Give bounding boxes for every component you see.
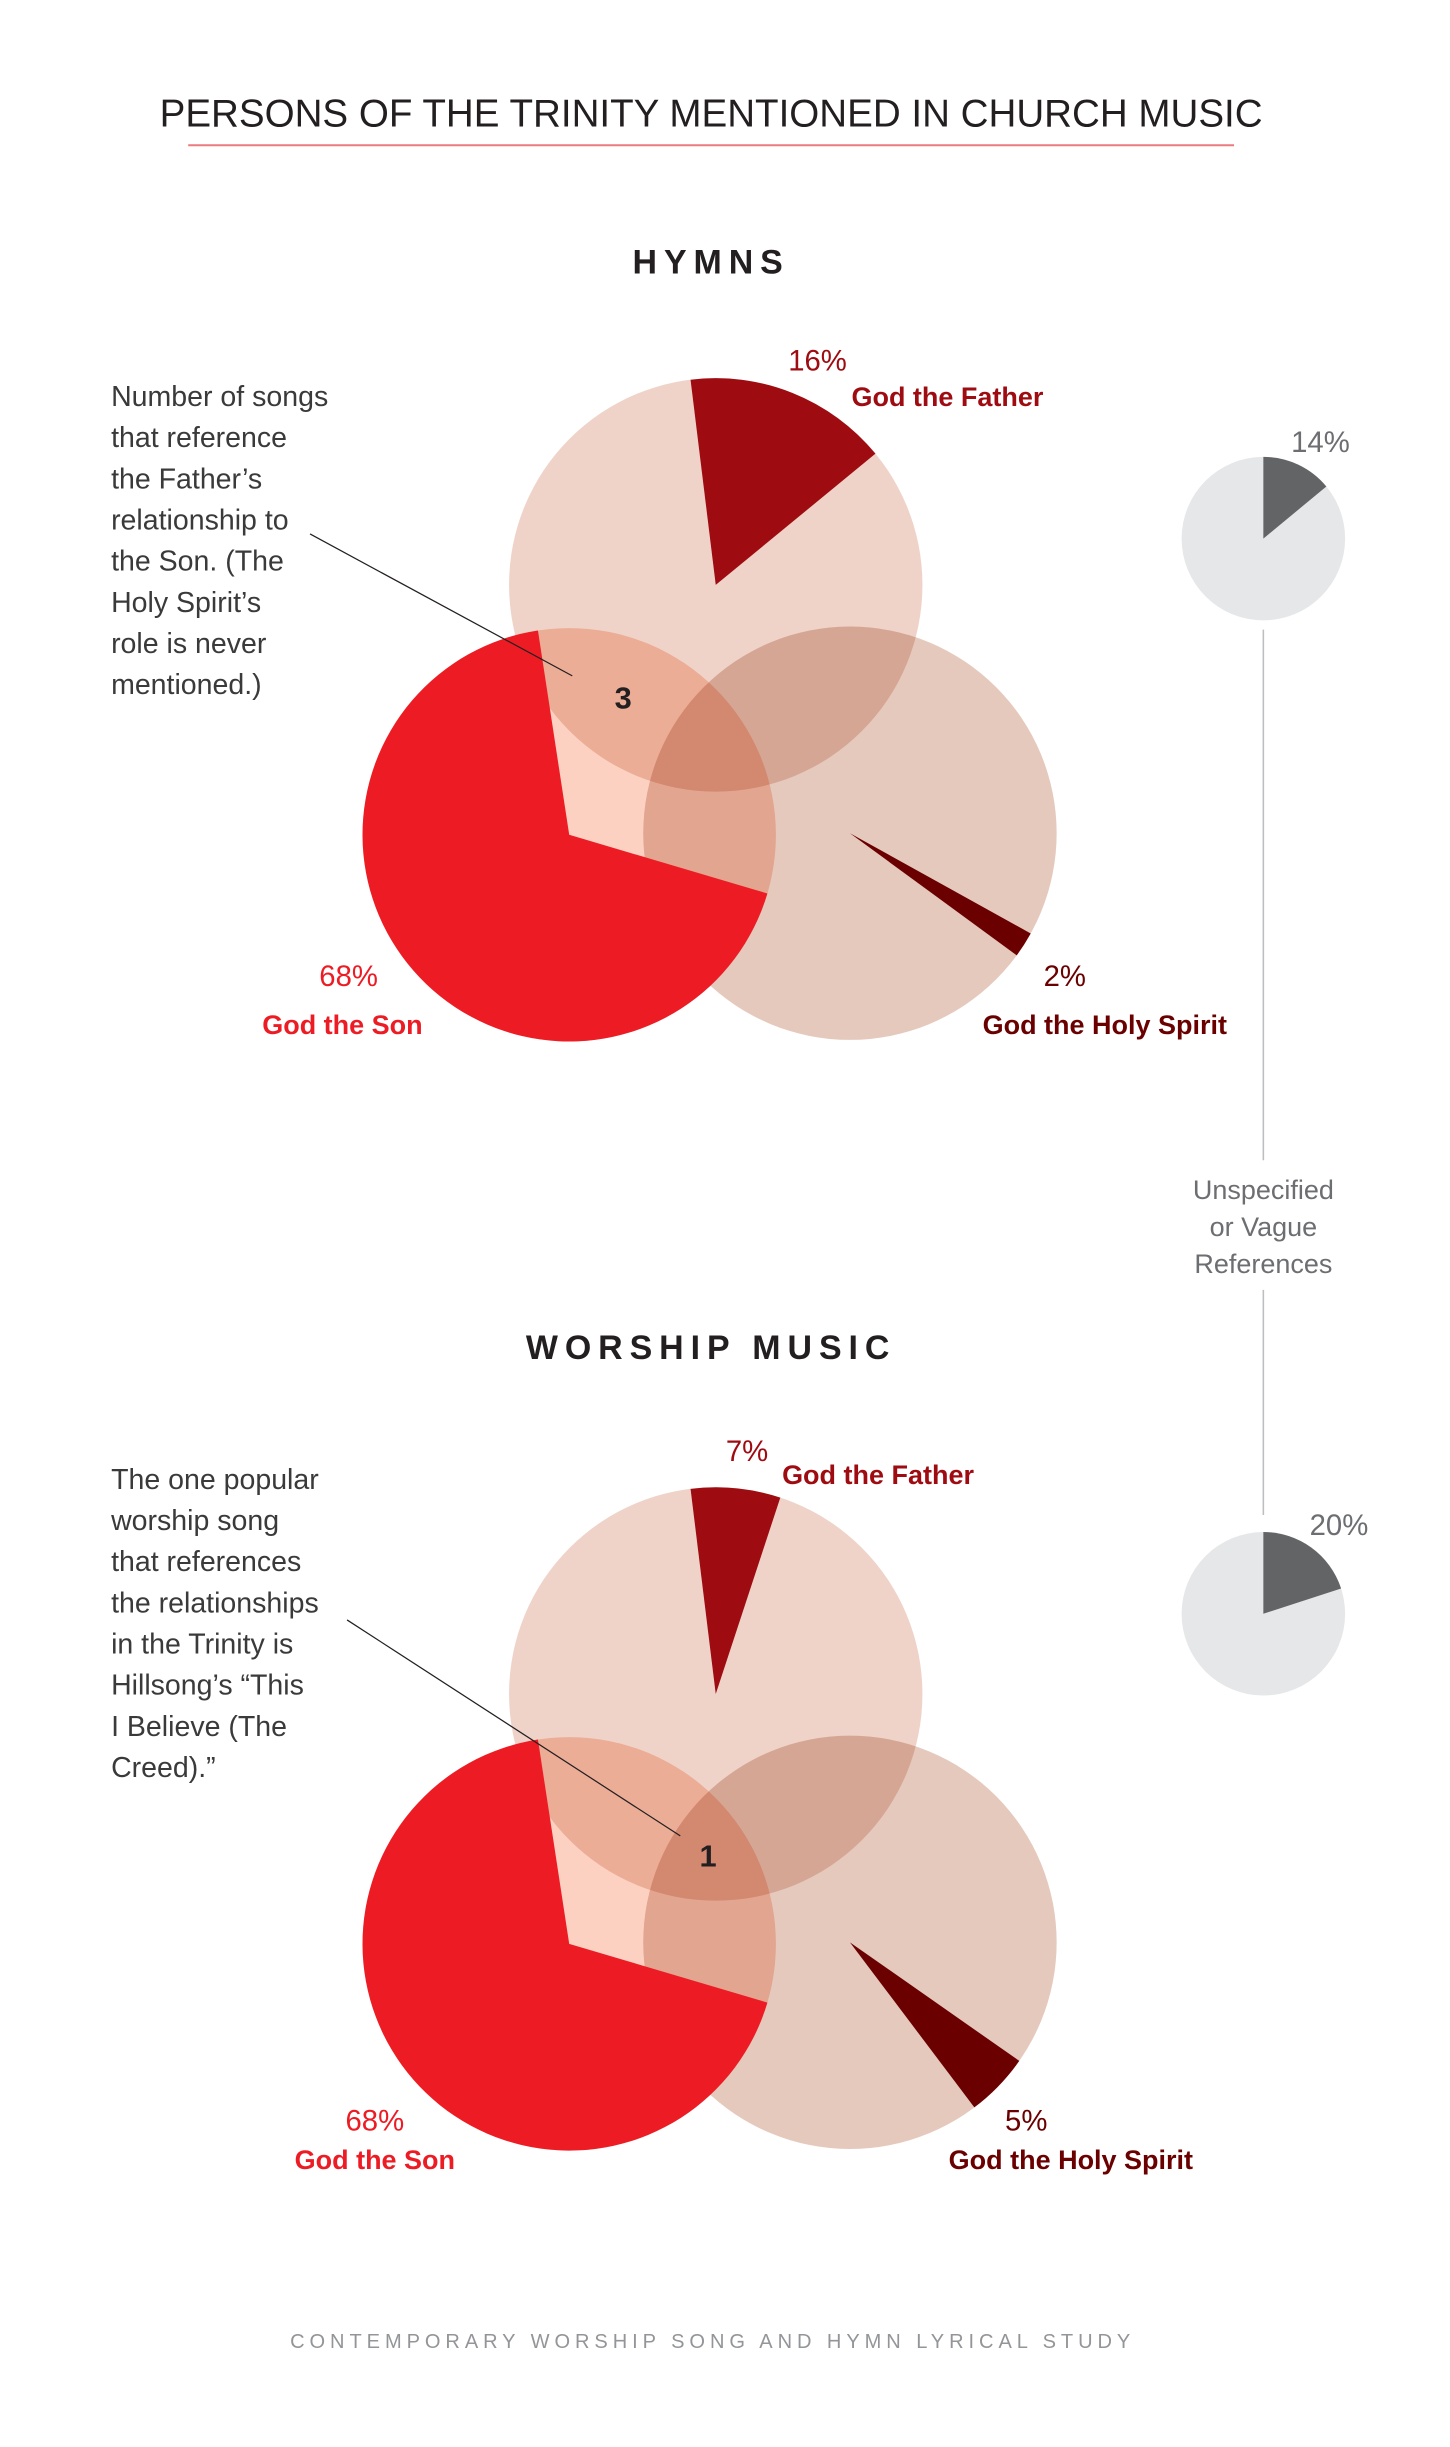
chart-title: PERSONS OF THE TRINITY MENTIONED IN CHUR… xyxy=(160,93,1263,136)
annotation-line: worship song xyxy=(110,1505,279,1537)
overlap-count: 3 xyxy=(615,680,632,715)
son-name-label: God the Son xyxy=(262,1010,422,1040)
annotation-line: relationship to xyxy=(111,505,289,537)
son-percent-label: 68% xyxy=(319,960,378,993)
annotation-line: Number of songs xyxy=(111,381,328,413)
annotation-line: that references xyxy=(111,1546,301,1578)
unspecified-label-1: Unspecified xyxy=(1193,1175,1334,1205)
annotation-line: the Son. (The xyxy=(111,546,284,578)
worship-section: WORSHIP MUSIC The one popular worship song… xyxy=(110,1329,1368,2175)
annotation-line: mentioned.) xyxy=(111,669,262,701)
leader-line xyxy=(309,533,573,677)
overlap-count: 1 xyxy=(699,1839,716,1874)
annotation-line: I Believe (The xyxy=(111,1711,287,1743)
father-percent-label: 16% xyxy=(788,344,847,377)
unspecified-percent-label: 20% xyxy=(1310,1509,1369,1542)
annotation-line: the Father’s xyxy=(111,463,262,495)
annotation-line: role is never xyxy=(111,628,267,660)
unspecified-percent-label: 14% xyxy=(1291,426,1350,459)
annotation-line: The one popular xyxy=(111,1464,319,1496)
spirit-percent-label: 5% xyxy=(1005,2105,1047,2138)
spirit-percent-label: 2% xyxy=(1044,960,1086,993)
unspecified-wedge xyxy=(1263,456,1327,539)
father-name-label: God the Father xyxy=(782,1460,974,1490)
son-wedge xyxy=(362,1739,768,2151)
father-percent-label: 7% xyxy=(726,1435,768,1468)
hymns-section: HYMNS Number of songs that reference the Fa… xyxy=(111,243,1350,1042)
spirit-name-label: God the Holy Spirit xyxy=(983,1010,1227,1040)
unspecified-label-3: References xyxy=(1194,1249,1332,1279)
spirit-wedge xyxy=(849,1942,1020,2108)
annotation-line: that reference xyxy=(111,422,287,454)
son-wedge xyxy=(362,630,768,1042)
section-title: HYMNS xyxy=(633,243,790,281)
unspecified-wedge xyxy=(1263,1532,1342,1614)
father-name-label: God the Father xyxy=(851,382,1043,412)
leader-line xyxy=(346,1619,681,1837)
father-wedge xyxy=(690,1487,781,1694)
father-wedge xyxy=(690,378,876,585)
annotation-line: Hillsong’s “This xyxy=(111,1670,304,1702)
son-percent-label: 68% xyxy=(346,2105,405,2138)
spirit-name-label: God the Holy Spirit xyxy=(949,2145,1193,2175)
annotation-line: in the Trinity is xyxy=(111,1629,293,1661)
son-name-label: God the Son xyxy=(295,2145,455,2175)
spirit-wedge xyxy=(849,833,1031,956)
annotation-line: the relationships xyxy=(111,1587,319,1619)
section-title: WORSHIP MUSIC xyxy=(526,1329,896,1367)
annotation-line: Holy Spirit’s xyxy=(111,587,261,619)
unspecified-label-2: or Vague xyxy=(1210,1212,1318,1242)
footer-source: CONTEMPORARY WORSHIP SONG AND HYMN LYRIC… xyxy=(290,2331,1135,2353)
annotation-line: Creed).” xyxy=(111,1752,216,1784)
